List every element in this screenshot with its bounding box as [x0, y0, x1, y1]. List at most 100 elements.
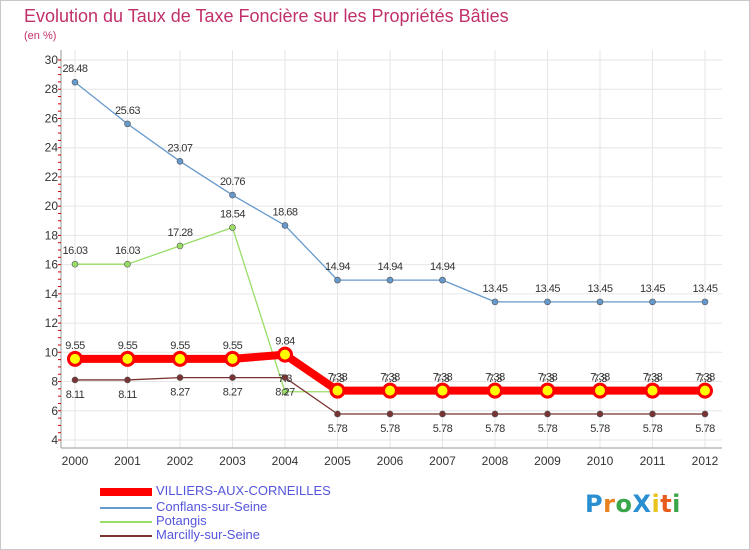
y-tick-label: 28: [45, 82, 59, 96]
y-tick-label: 30: [45, 53, 59, 67]
data-point: [329, 382, 346, 399]
data-label: 5.78: [590, 423, 610, 435]
data-label: 14.94: [377, 261, 402, 273]
y-tick-label: 26: [45, 111, 59, 125]
data-label: 13.45: [587, 283, 612, 295]
x-tick-label: 2006: [377, 454, 404, 468]
data-label: 9.55: [223, 340, 243, 352]
data-label: 25.63: [115, 105, 140, 117]
data-point: [124, 120, 131, 128]
data-label: 8.27: [170, 387, 190, 399]
data-label: 7.3: [383, 373, 397, 385]
data-label: 18.68: [272, 206, 297, 218]
x-tick-label: 2001: [114, 454, 141, 468]
data-label: 7.38: [643, 372, 663, 384]
data-point: [172, 350, 188, 367]
data-label: 9.55: [118, 340, 138, 352]
data-point: [487, 382, 503, 399]
data-point: [124, 260, 131, 268]
data-point: [544, 410, 551, 418]
data-label: 7.3: [488, 373, 502, 385]
data-point: [649, 410, 656, 418]
data-label: 14.94: [325, 261, 350, 273]
y-tick-label: 10: [45, 345, 59, 359]
data-label: 7.3: [331, 373, 345, 385]
data-label: 7.38: [538, 372, 558, 384]
data-point: [491, 298, 499, 306]
logo-letter: i: [672, 490, 681, 518]
data-point: [229, 191, 236, 199]
y-tick-label: 16: [45, 258, 59, 272]
data-label: 13.45: [535, 283, 560, 295]
data-label: 7.3: [646, 373, 660, 385]
x-tick-label: 2010: [587, 454, 614, 468]
data-label: 7.3: [593, 373, 607, 385]
data-point: [176, 374, 184, 381]
y-tick-label: 4: [51, 433, 58, 447]
data-point: [67, 350, 83, 367]
data-point: [434, 382, 451, 399]
data-label: 7.3: [541, 373, 555, 385]
data-point: [224, 350, 241, 367]
data-label: 8.27: [223, 387, 243, 399]
data-point: [124, 376, 131, 384]
data-point: [592, 382, 608, 399]
data-point: [701, 410, 709, 418]
data-point: [229, 224, 236, 231]
data-point: [281, 388, 289, 396]
data-label: 7.38: [695, 372, 715, 384]
data-point: [644, 382, 661, 399]
data-label: 5.78: [380, 423, 400, 435]
data-label: 8.27: [275, 387, 295, 399]
x-tick-label: 2003: [219, 454, 246, 468]
data-point: [386, 276, 394, 284]
legend-swatch: [100, 507, 152, 509]
data-label: 14.94: [430, 261, 455, 273]
legend-label: Potangis: [156, 513, 207, 528]
legend-swatch: [100, 488, 152, 496]
data-label: 7.38: [380, 372, 400, 384]
data-label: 16.03: [115, 245, 140, 257]
x-tick-label: 2002: [167, 454, 194, 468]
data-point: [71, 376, 79, 384]
data-label: 17.28: [167, 227, 192, 239]
data-point: [281, 222, 289, 229]
x-tick-label: 2012: [692, 454, 719, 468]
data-point: [334, 410, 341, 418]
data-label: 7.38: [433, 372, 453, 384]
grid-layer: [61, 50, 722, 448]
data-point: [439, 410, 446, 418]
data-point: [71, 78, 79, 86]
data-label: 9.55: [170, 340, 190, 352]
data-point: [544, 298, 551, 306]
data-point: [281, 374, 289, 381]
chart-title: Evolution du Taux de Taxe Foncière sur l…: [24, 6, 509, 26]
data-point: [491, 410, 499, 418]
data-label: 7.38: [328, 372, 348, 384]
data-point: [119, 350, 136, 367]
data-label: 23.07: [167, 142, 192, 154]
chart-subtitle: (en %): [24, 30, 57, 42]
data-label: 5.78: [643, 423, 663, 435]
data-label: 7.3: [278, 373, 292, 385]
data-labels-layer: 9.55 9.55 9.55 9.55 9.847.38 7.38 7.38 7.38 7.38…: [62, 63, 718, 435]
data-point: [439, 276, 446, 284]
x-tick-label: 2007: [429, 454, 456, 468]
data-point: [701, 298, 709, 306]
data-label: 7.38: [590, 372, 610, 384]
legend-swatch: [100, 521, 152, 523]
logo-letter: o: [615, 490, 633, 518]
proxiti-logo: ProXiti: [585, 490, 681, 518]
x-tick-label: 2004: [272, 454, 299, 468]
data-label: 13.45: [482, 283, 507, 295]
data-point: [277, 346, 293, 363]
data-point: [176, 157, 184, 165]
data-point: [229, 374, 236, 381]
x-tick-label: 2008: [482, 454, 509, 468]
data-point: [596, 410, 604, 418]
data-label: 8.11: [66, 389, 85, 401]
logo-letter: r: [603, 490, 616, 518]
legend-label: Marcilly-sur-Seine: [156, 527, 261, 542]
logo-letter: P: [585, 490, 604, 518]
